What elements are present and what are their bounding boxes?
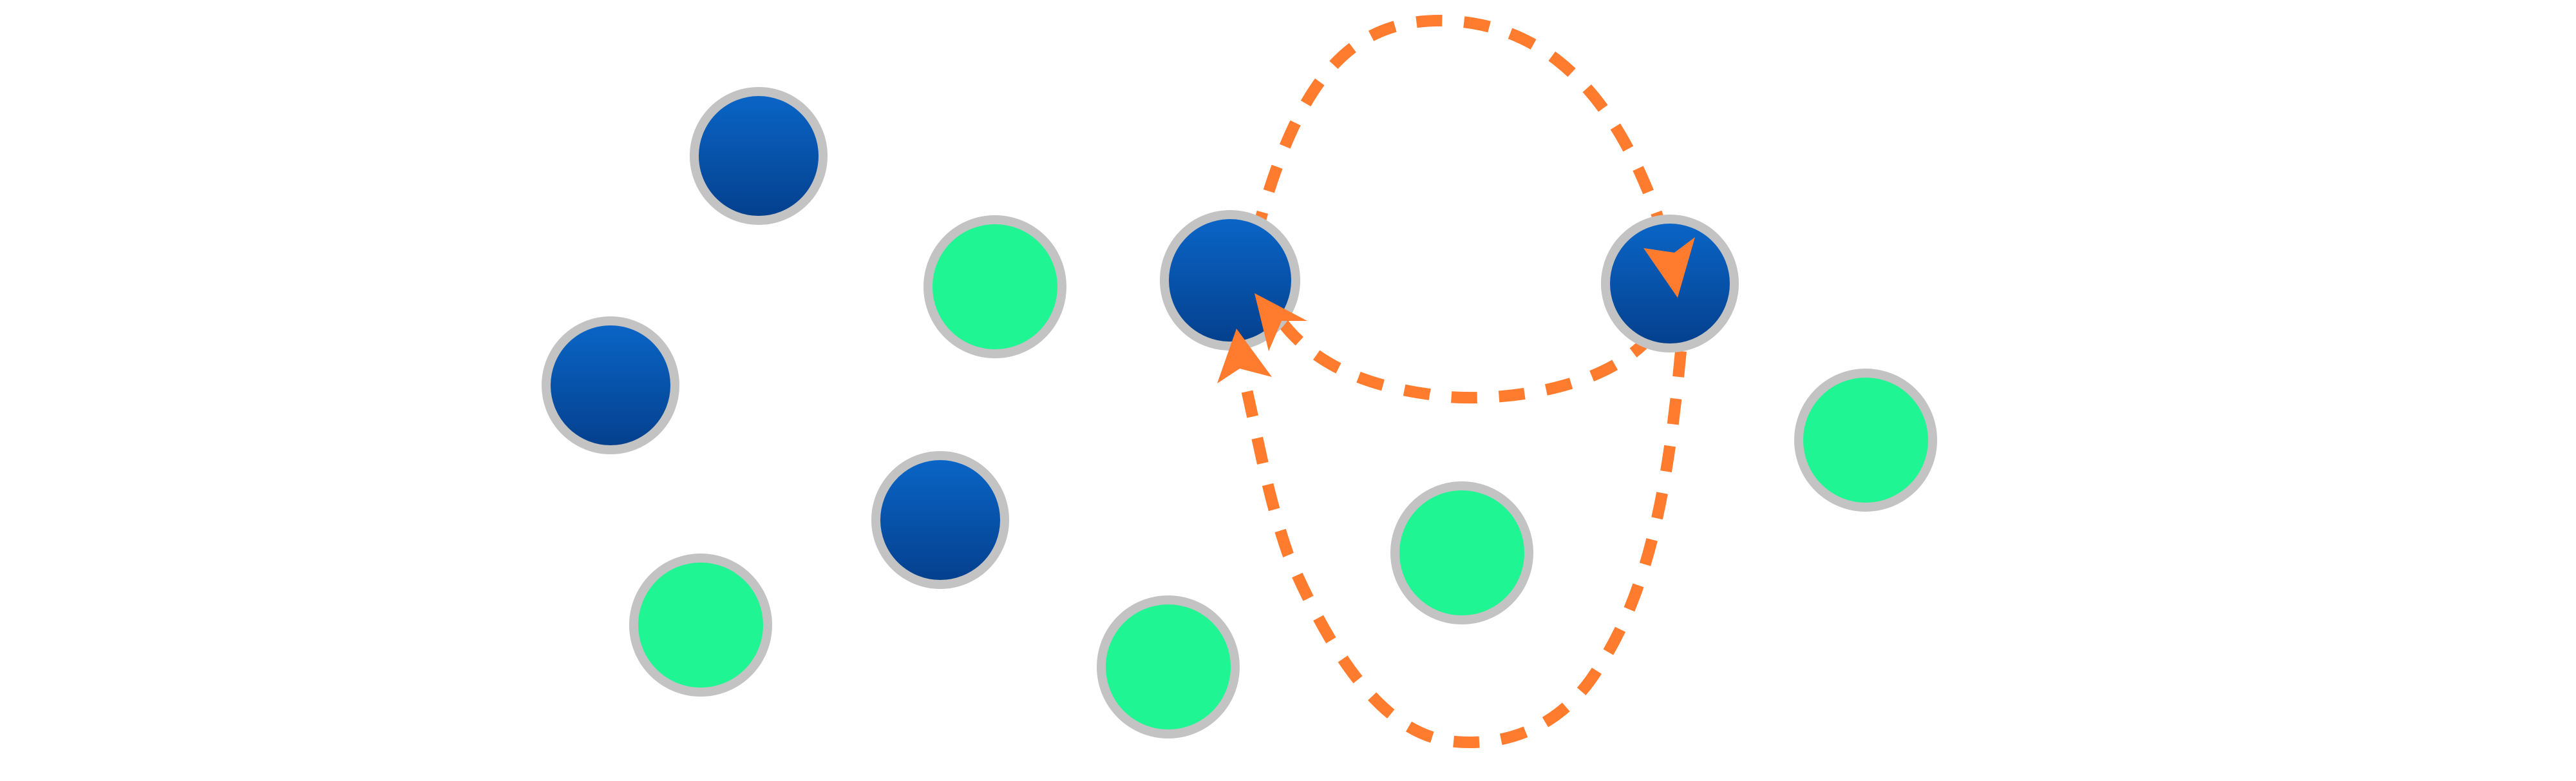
node-green-5: [1097, 595, 1240, 738]
edge-arc-middle: [1273, 313, 1656, 404]
node-blue-1: [690, 87, 828, 225]
node-blue-2: [542, 316, 679, 454]
arrowhead-arc-top: [1643, 237, 1695, 298]
node-green-3: [629, 554, 772, 697]
arrowhead-arc-bottom: [1217, 329, 1272, 383]
edge-arc-bottom: [1237, 351, 1687, 749]
node-green-4: [1390, 481, 1533, 624]
node-green-2: [1794, 369, 1937, 512]
arrowheads-layer: [1217, 237, 1695, 383]
arrowhead-arc-middle: [1255, 293, 1307, 351]
edge-arc-top: [1239, 14, 1680, 285]
edges-layer: [1237, 14, 1687, 749]
node-green-1: [923, 215, 1066, 358]
node-blue-4: [871, 451, 1009, 589]
